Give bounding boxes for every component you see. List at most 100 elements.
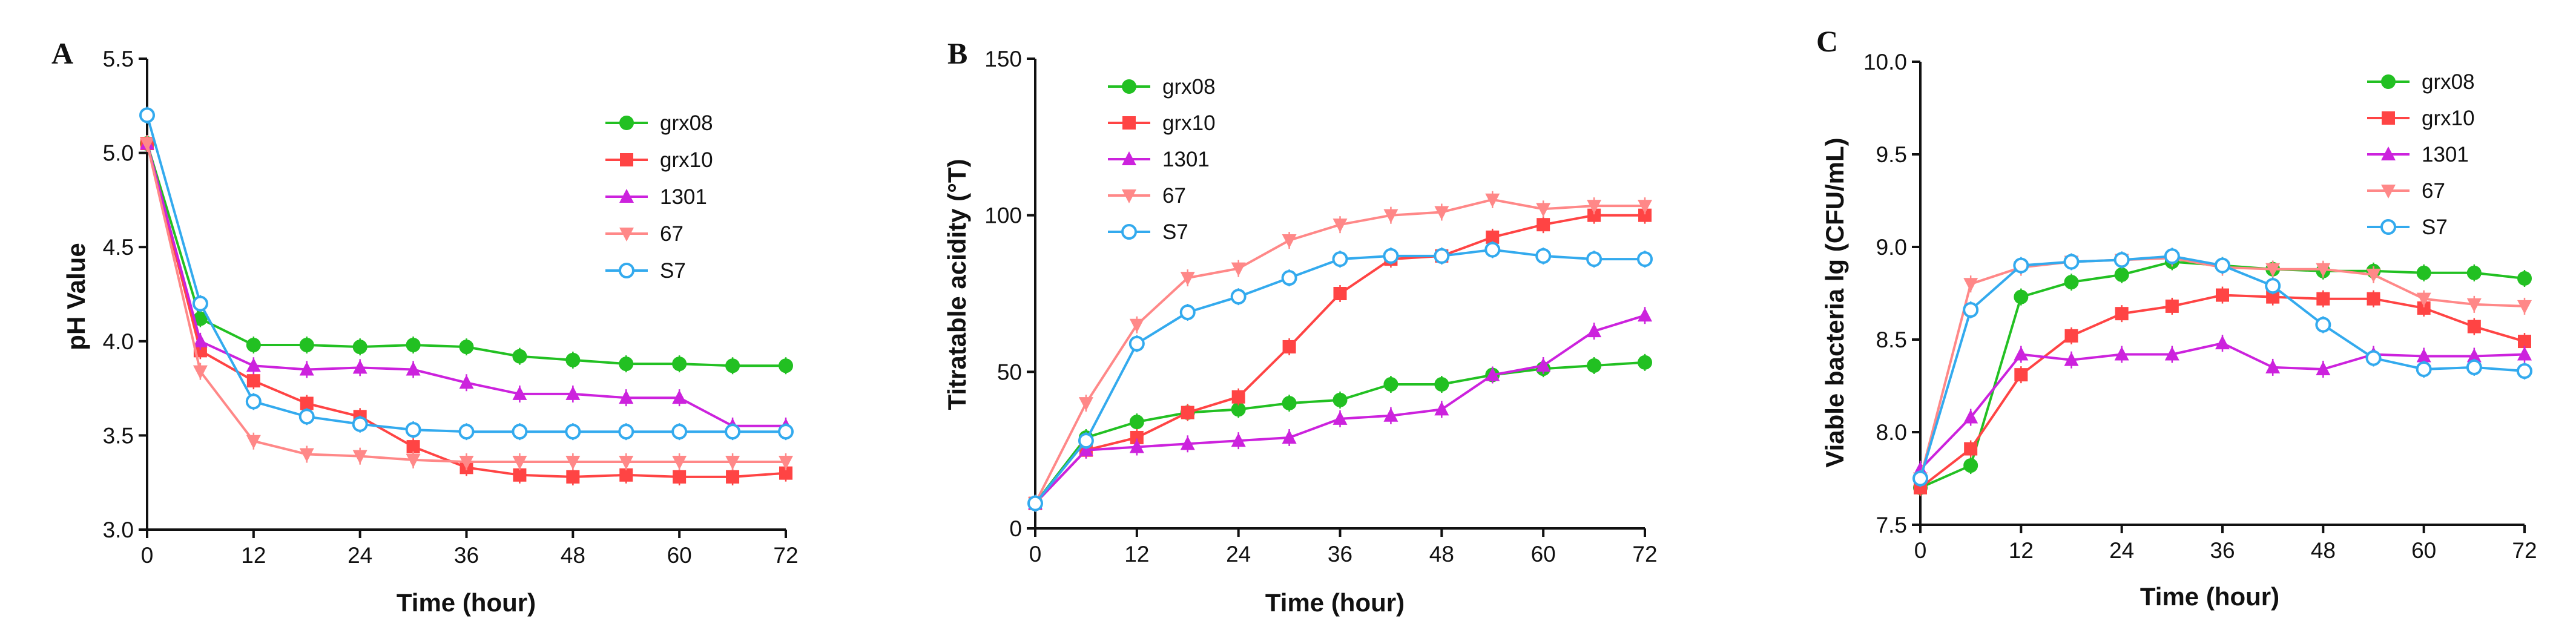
data-point-1301 — [1282, 429, 1297, 444]
data-point-S7 — [139, 107, 155, 123]
y-tick-label: 5.0 — [103, 141, 134, 166]
y-tick-label: 50 — [997, 360, 1022, 384]
panel-a: A pH Value Time (hour) 3.0 3.5 4.0 4.5 5.0 5.… — [51, 36, 799, 617]
data-point-grx10 — [673, 470, 687, 484]
data-point-S7 — [1332, 251, 1348, 268]
legend-item-1301: 1301 — [2367, 143, 2469, 166]
data-point-1301 — [2517, 346, 2532, 361]
series-1301 — [1913, 335, 2532, 478]
legend-item-1301: 1301 — [1108, 148, 1210, 171]
data-point-1301 — [1332, 410, 1348, 425]
data-point-grx10 — [1333, 287, 1347, 300]
data-point-S7 — [352, 416, 368, 432]
data-point-S7 — [1078, 433, 1094, 449]
data-point-grx08 — [2416, 265, 2431, 280]
data-point-67 — [1180, 272, 1195, 286]
data-point-1301 — [299, 361, 314, 376]
legend-item-67: 67 — [605, 222, 684, 246]
data-point-S7 — [778, 424, 794, 440]
legend-label: grx10 — [1162, 111, 1216, 135]
legend-item-S7: S7 — [605, 259, 686, 283]
data-point-grx08 — [299, 338, 314, 353]
data-point-67 — [459, 455, 474, 470]
x-axis-title-a: Time (hour) — [397, 588, 536, 617]
y-tick-label: 5.5 — [103, 47, 134, 71]
data-point-grx08 — [779, 358, 793, 373]
data-point-S7 — [1179, 304, 1196, 321]
legend-item-67: 67 — [2367, 179, 2445, 203]
plot-area-c: 7.5 8.0 8.5 9.0 9.5 10.0 0 12 24 36 48 60 72 grx08 grx… — [1863, 50, 2537, 563]
data-point-67 — [1434, 206, 1449, 220]
data-point-S7 — [725, 424, 741, 440]
data-point-grx10 — [2115, 307, 2129, 321]
data-point-grx10 — [566, 470, 580, 484]
x-tick-label: 36 — [454, 543, 479, 568]
data-point-S7 — [618, 424, 634, 440]
y-tick-label: 8.0 — [1876, 420, 1907, 445]
legend-label: grx08 — [2422, 70, 2475, 94]
y-axis-title-a: pH Value — [62, 243, 90, 350]
data-point-grx08 — [512, 349, 527, 364]
legend-item-grx10: grx10 — [1108, 111, 1216, 135]
legend-marker — [619, 228, 634, 242]
data-point-grx08 — [1129, 415, 1144, 430]
legend-label: grx08 — [1162, 75, 1216, 99]
data-point-grx08 — [725, 358, 740, 373]
data-point-S7 — [1027, 495, 1043, 511]
data-point-S7 — [298, 409, 315, 425]
data-point-67 — [1383, 209, 1398, 223]
legend-item-S7: S7 — [1108, 220, 1188, 244]
x-tick-label: 24 — [348, 543, 372, 568]
data-point-S7 — [1230, 289, 1247, 305]
legend-label: S7 — [1162, 220, 1188, 244]
data-point-grx08 — [2064, 275, 2079, 290]
data-point-grx10 — [2216, 288, 2229, 302]
panel-b: B Titratable acidity (°T) Time (hour) 0 5… — [943, 36, 1658, 617]
data-point-67 — [1536, 203, 1551, 217]
data-point-67 — [2366, 268, 2381, 283]
legend-item-grx10: grx10 — [605, 148, 713, 172]
series-67 — [140, 135, 793, 470]
legend-marker — [2380, 219, 2396, 235]
data-point-1301 — [1231, 433, 1246, 447]
legend-marker — [2381, 185, 2396, 199]
data-point-grx10 — [1537, 218, 1550, 232]
series-grx08 — [1028, 353, 1652, 512]
y-tick-label: 4.5 — [103, 235, 134, 260]
series-S7 — [139, 107, 794, 441]
data-point-67 — [725, 455, 740, 470]
data-point-S7 — [2466, 359, 2482, 375]
series-1301 — [1028, 307, 1652, 512]
data-point-67 — [2416, 292, 2431, 307]
y-tick-label: 9.0 — [1876, 235, 1907, 260]
x-axis-title-c: Time (hour) — [2140, 582, 2279, 611]
data-point-1301 — [672, 390, 687, 404]
data-point-grx08 — [2466, 265, 2482, 280]
legend-label: grx08 — [660, 111, 713, 135]
data-point-grx10 — [619, 468, 633, 482]
plot-area-b: 0 50 100 150 0 12 24 36 48 60 72 grx08 grx10 1301 67 S7 — [984, 47, 1657, 567]
data-point-grx10 — [2266, 290, 2280, 304]
data-point-S7 — [1586, 251, 1603, 268]
data-point-S7 — [512, 424, 528, 440]
y-tick-label: 0 — [1009, 516, 1022, 541]
data-point-S7 — [2013, 257, 2029, 274]
x-axis-title-b: Time (hour) — [1265, 588, 1405, 617]
data-point-67 — [619, 455, 634, 470]
data-point-grx08 — [672, 356, 687, 372]
data-point-S7 — [2063, 254, 2080, 270]
data-point-1301 — [1587, 323, 1602, 338]
legend-label: grx10 — [2422, 107, 2475, 130]
data-point-grx08 — [1587, 358, 1602, 373]
x-tick-label: 12 — [1124, 542, 1149, 567]
data-point-1301 — [352, 360, 367, 374]
data-point-grx08 — [1963, 458, 1978, 473]
data-point-S7 — [1281, 270, 1297, 286]
x-tick-label: 72 — [773, 543, 798, 568]
data-point-1301 — [1963, 409, 1978, 424]
data-point-grx10 — [300, 396, 314, 410]
y-tick-label: 8.5 — [1876, 327, 1907, 352]
data-point-grx08 — [1434, 377, 1449, 392]
data-point-1301 — [1485, 367, 1500, 381]
